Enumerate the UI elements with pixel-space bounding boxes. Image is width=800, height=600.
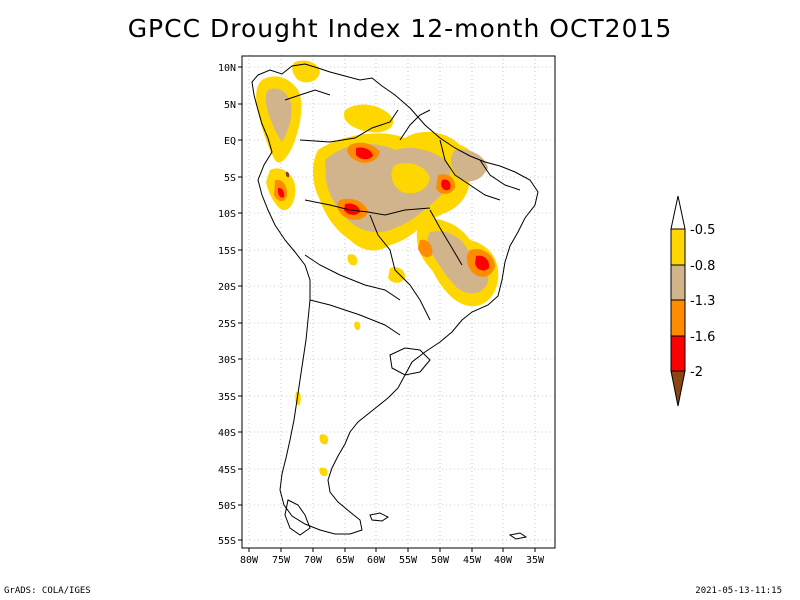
south-america-outline (251, 63, 539, 535)
lat-label: 5N (224, 100, 236, 111)
colorbar-band-orange (670, 299, 686, 337)
lon-label: 65W (336, 555, 355, 566)
shade-small-1 (347, 254, 358, 266)
shade-east-tan (427, 231, 489, 294)
shade-northeast-tan (450, 149, 488, 182)
colorbar-band-red (670, 335, 686, 372)
border-1 (299, 109, 399, 143)
colorbar-label: -2 (690, 365, 703, 380)
shade-amazon-yellow-inner (391, 163, 430, 194)
lon-label: 55W (399, 555, 418, 566)
island-east (508, 532, 528, 540)
lon-label: 80W (240, 555, 259, 566)
shade-red-4 (441, 179, 451, 191)
lon-label: 60W (367, 555, 386, 566)
shade-small-2 (354, 321, 361, 331)
lat-label: 10N (218, 63, 236, 74)
lat-label: 35S (218, 392, 236, 403)
falklands (369, 512, 389, 522)
shade-southern-yellow-1 (388, 267, 406, 283)
shade-southern-yellow-2 (319, 434, 329, 445)
shade-red-3 (475, 255, 490, 271)
shade-north-yellow (344, 104, 394, 133)
border-5 (309, 299, 401, 336)
colorbar-bottom-arrow (670, 370, 686, 407)
lat-label: 5S (224, 173, 236, 184)
border-8 (429, 209, 463, 266)
colorbar (670, 195, 686, 407)
colorbar-label: -0.8 (690, 259, 715, 274)
border-2 (304, 199, 431, 216)
lat-label: 40S (218, 428, 236, 439)
shade-red-5 (278, 187, 285, 198)
footer-timestamp: 2021-05-13-11:15 (695, 586, 782, 596)
lat-label: 55S (218, 536, 236, 547)
lat-label: 30S (218, 355, 236, 366)
lat-label: 25S (218, 319, 236, 330)
border-7 (439, 139, 501, 201)
lat-label: EQ (224, 136, 236, 147)
shade-west-tan (265, 88, 292, 142)
lon-axis (248, 548, 536, 552)
colorbar-label: -1.3 (690, 294, 715, 309)
lon-label: 50W (431, 555, 450, 566)
shade-southern-yellow-4 (319, 467, 328, 477)
colorbar-top-arrow (670, 195, 686, 230)
lat-label: 10S (218, 209, 236, 220)
border-4 (304, 254, 401, 301)
shade-red-1 (356, 147, 373, 160)
lon-label: 40W (494, 555, 513, 566)
shade-brown-1 (285, 171, 290, 178)
lon-label: 75W (272, 555, 291, 566)
map-frame (241, 55, 556, 549)
lat-label: 15S (218, 246, 236, 257)
lon-labels: 80W 75W 70W 65W 60W 55W 50W 45W 40W 35W (240, 555, 545, 566)
lat-axis (238, 66, 242, 541)
tierra-fuego (284, 499, 311, 536)
drought-shading (256, 60, 499, 477)
footer-credit: GrADS: COLA/IGES (4, 586, 91, 596)
colorbar-label: -1.6 (690, 330, 715, 345)
coastlines (251, 63, 539, 540)
lon-label: 45W (463, 555, 482, 566)
lat-labels: 10N 5N EQ 5S 10S 15S 20S 25S 30S 35S 40S… (218, 63, 236, 547)
lat-label: 45S (218, 465, 236, 476)
colorbar-labels: -0.5 -0.8 -1.3 -1.6 -2 (690, 223, 715, 380)
border-3 (369, 214, 431, 321)
lon-label: 70W (304, 555, 323, 566)
colorbar-label: -0.5 (690, 223, 715, 238)
shade-pacific-north (292, 60, 320, 83)
map-title: GPCC Drought Index 12-month OCT2015 (127, 14, 673, 43)
lat-label: 50S (218, 501, 236, 512)
colorbar-band-tan (670, 264, 686, 301)
border-9 (479, 159, 521, 191)
uruguay (389, 347, 431, 376)
colorbar-band-yellow (670, 228, 686, 266)
border-10 (284, 89, 331, 101)
shade-red-2 (344, 203, 360, 215)
shade-orange-6 (418, 239, 433, 258)
lat-label: 20S (218, 282, 236, 293)
border-6 (399, 109, 431, 141)
lon-label: 35W (526, 555, 545, 566)
